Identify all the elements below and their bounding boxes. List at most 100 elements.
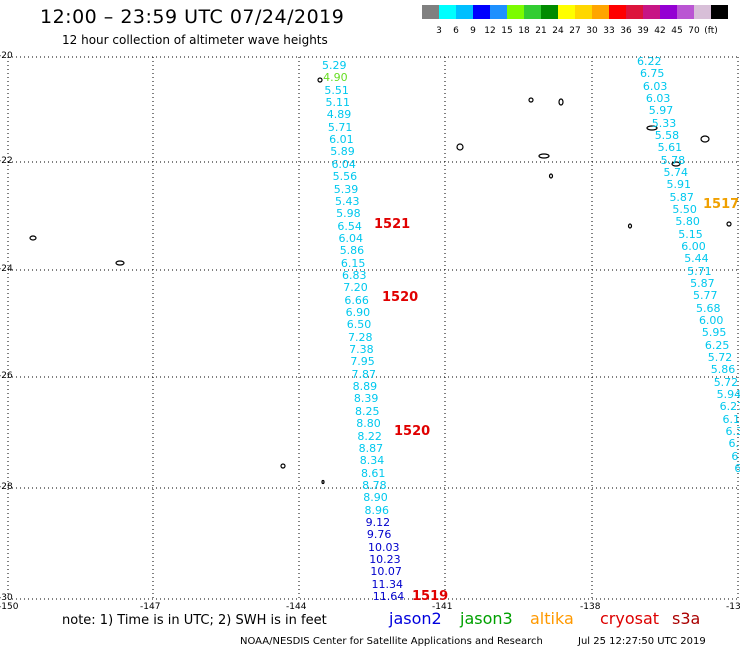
wave-height-value: 5.89: [330, 145, 355, 159]
legend-swatch: [694, 5, 711, 19]
wave-height-value: 10.07: [370, 565, 402, 579]
legend-swatch: [439, 5, 456, 19]
wave-height-value: 4.90: [323, 71, 348, 85]
wave-height-value: 6.14: [722, 412, 740, 426]
wave-height-value: 5.98: [336, 207, 361, 221]
wave-height-value: 5.86: [339, 244, 365, 258]
wave-height-value: 5.95: [701, 326, 727, 340]
wave-height-value: 8.61: [360, 466, 386, 480]
legend-swatch: [524, 5, 541, 19]
legend-swatch: [507, 5, 524, 19]
wave-height-value: 5.68: [696, 301, 721, 315]
wave-height-value: 11.34: [371, 577, 404, 591]
wave-height-value: 5.44: [684, 252, 709, 266]
legend-swatch: [490, 5, 507, 19]
legend-swatch: [711, 5, 728, 19]
wave-height-value: 5.71: [687, 264, 712, 278]
wave-height-value: 6.: [728, 437, 739, 451]
wave-height-value: 6.50: [346, 318, 372, 332]
wave-height-value: 9.76: [366, 528, 392, 542]
wave-height-value: 6.66: [344, 293, 369, 307]
wave-height-value: 5.87: [669, 190, 694, 204]
wave-height-value: 6.90: [345, 306, 371, 319]
wave-height-value: 6.83: [342, 268, 367, 282]
wave-height-value: 5.43: [334, 194, 360, 208]
satellite-altika: altika: [530, 609, 574, 628]
wave-height-value: 6.04: [338, 231, 364, 245]
legend-label: 3: [436, 26, 442, 36]
wave-height-value: 5.94: [716, 387, 740, 401]
legend-label: 42: [654, 26, 666, 36]
wave-height-value: 10.03: [368, 540, 400, 554]
wave-height-value: 8.89: [352, 380, 378, 394]
x-tick-label: -144: [286, 602, 307, 612]
legend-label: 15: [501, 26, 513, 36]
wave-height-value: 5.58: [654, 128, 680, 142]
legend-swatch: [609, 5, 626, 19]
y-tick-label: -20: [0, 51, 13, 61]
wave-height-value: 8.22: [357, 429, 382, 443]
pass-time-label: 1521: [374, 217, 411, 232]
wave-height-value: 6.00: [698, 313, 724, 327]
pass-time-label: 1519: [412, 589, 449, 604]
legend-label: 70: [688, 26, 700, 36]
wave-height-value: 5.86: [710, 363, 736, 377]
wave-height-value: 6.01: [329, 133, 354, 147]
y-tick-label: -26: [0, 371, 13, 381]
legend-label: 24: [552, 26, 564, 36]
wave-height-value: 6: [734, 461, 740, 475]
legend-label: 18: [518, 26, 530, 36]
legend-swatch: [473, 5, 490, 19]
wave-height-value: 8.34: [359, 454, 385, 468]
wave-height-value: 5.71: [327, 120, 353, 134]
legend-swatch: [422, 5, 439, 19]
wave-height-value: 7.20: [343, 281, 368, 295]
footer-agency: NOAA/NESDIS Center for Satellite Applica…: [240, 636, 543, 647]
legend-label: 45: [671, 26, 683, 36]
legend-label: 39: [637, 26, 649, 36]
satellite-jason2: jason2: [389, 609, 442, 628]
legend-label: 21: [535, 26, 547, 36]
y-tick-label: -28: [0, 482, 13, 492]
wave-height-value: 6.03: [642, 79, 668, 93]
wave-height-value: 5.61: [657, 141, 683, 155]
legend-label: 27: [569, 26, 581, 36]
wave-height-value: 5.87: [690, 276, 715, 290]
wave-height-value: 5.11: [325, 96, 351, 110]
wave-height-value: 7.87: [351, 367, 377, 381]
wave-height-value: 4.89: [326, 108, 352, 122]
island-outlines: [29, 77, 732, 485]
legend-label: 6: [453, 26, 459, 36]
legend-swatch: [541, 5, 558, 19]
wave-height-value: 8.78: [362, 478, 387, 492]
wave-height-value: 6.54: [337, 219, 362, 233]
x-tick-label: -150: [0, 602, 19, 612]
legend-swatch: [575, 5, 592, 19]
legend-swatch: [660, 5, 677, 19]
legend-label: 9: [470, 26, 476, 36]
legend-swatch: [558, 5, 575, 19]
wave-height-value: 7.28: [347, 330, 373, 344]
wave-height-value: 5.29: [322, 59, 347, 72]
wave-height-value: 11.64: [372, 590, 405, 604]
wave-height-value: 5.72: [713, 375, 739, 389]
wave-height-value: 6.04: [331, 157, 356, 171]
wave-height-value: 8.90: [363, 491, 388, 505]
grid-lines: [7, 56, 739, 600]
wave-height-value: 8.39: [353, 392, 379, 406]
wave-height-value: 5.72: [707, 350, 733, 364]
wave-height-value: 5.97: [648, 104, 674, 118]
pass-time-label: 1520: [394, 424, 431, 439]
wave-height-value: 8.80: [356, 417, 381, 431]
wave-height-value: 6.3: [725, 424, 740, 438]
x-tick-label: -13: [726, 602, 740, 612]
map-subtitle: 12 hour collection of altimeter wave hei…: [62, 33, 328, 47]
pass-time-label: 1517: [703, 197, 740, 212]
wave-height-value: 6: [731, 449, 739, 463]
wave-height-value: 6.15: [340, 256, 366, 270]
wave-height-value: 7.95: [350, 355, 375, 369]
y-tick-label: -30: [0, 593, 13, 603]
legend-swatch: [626, 5, 643, 19]
legend-swatch: [456, 5, 473, 19]
